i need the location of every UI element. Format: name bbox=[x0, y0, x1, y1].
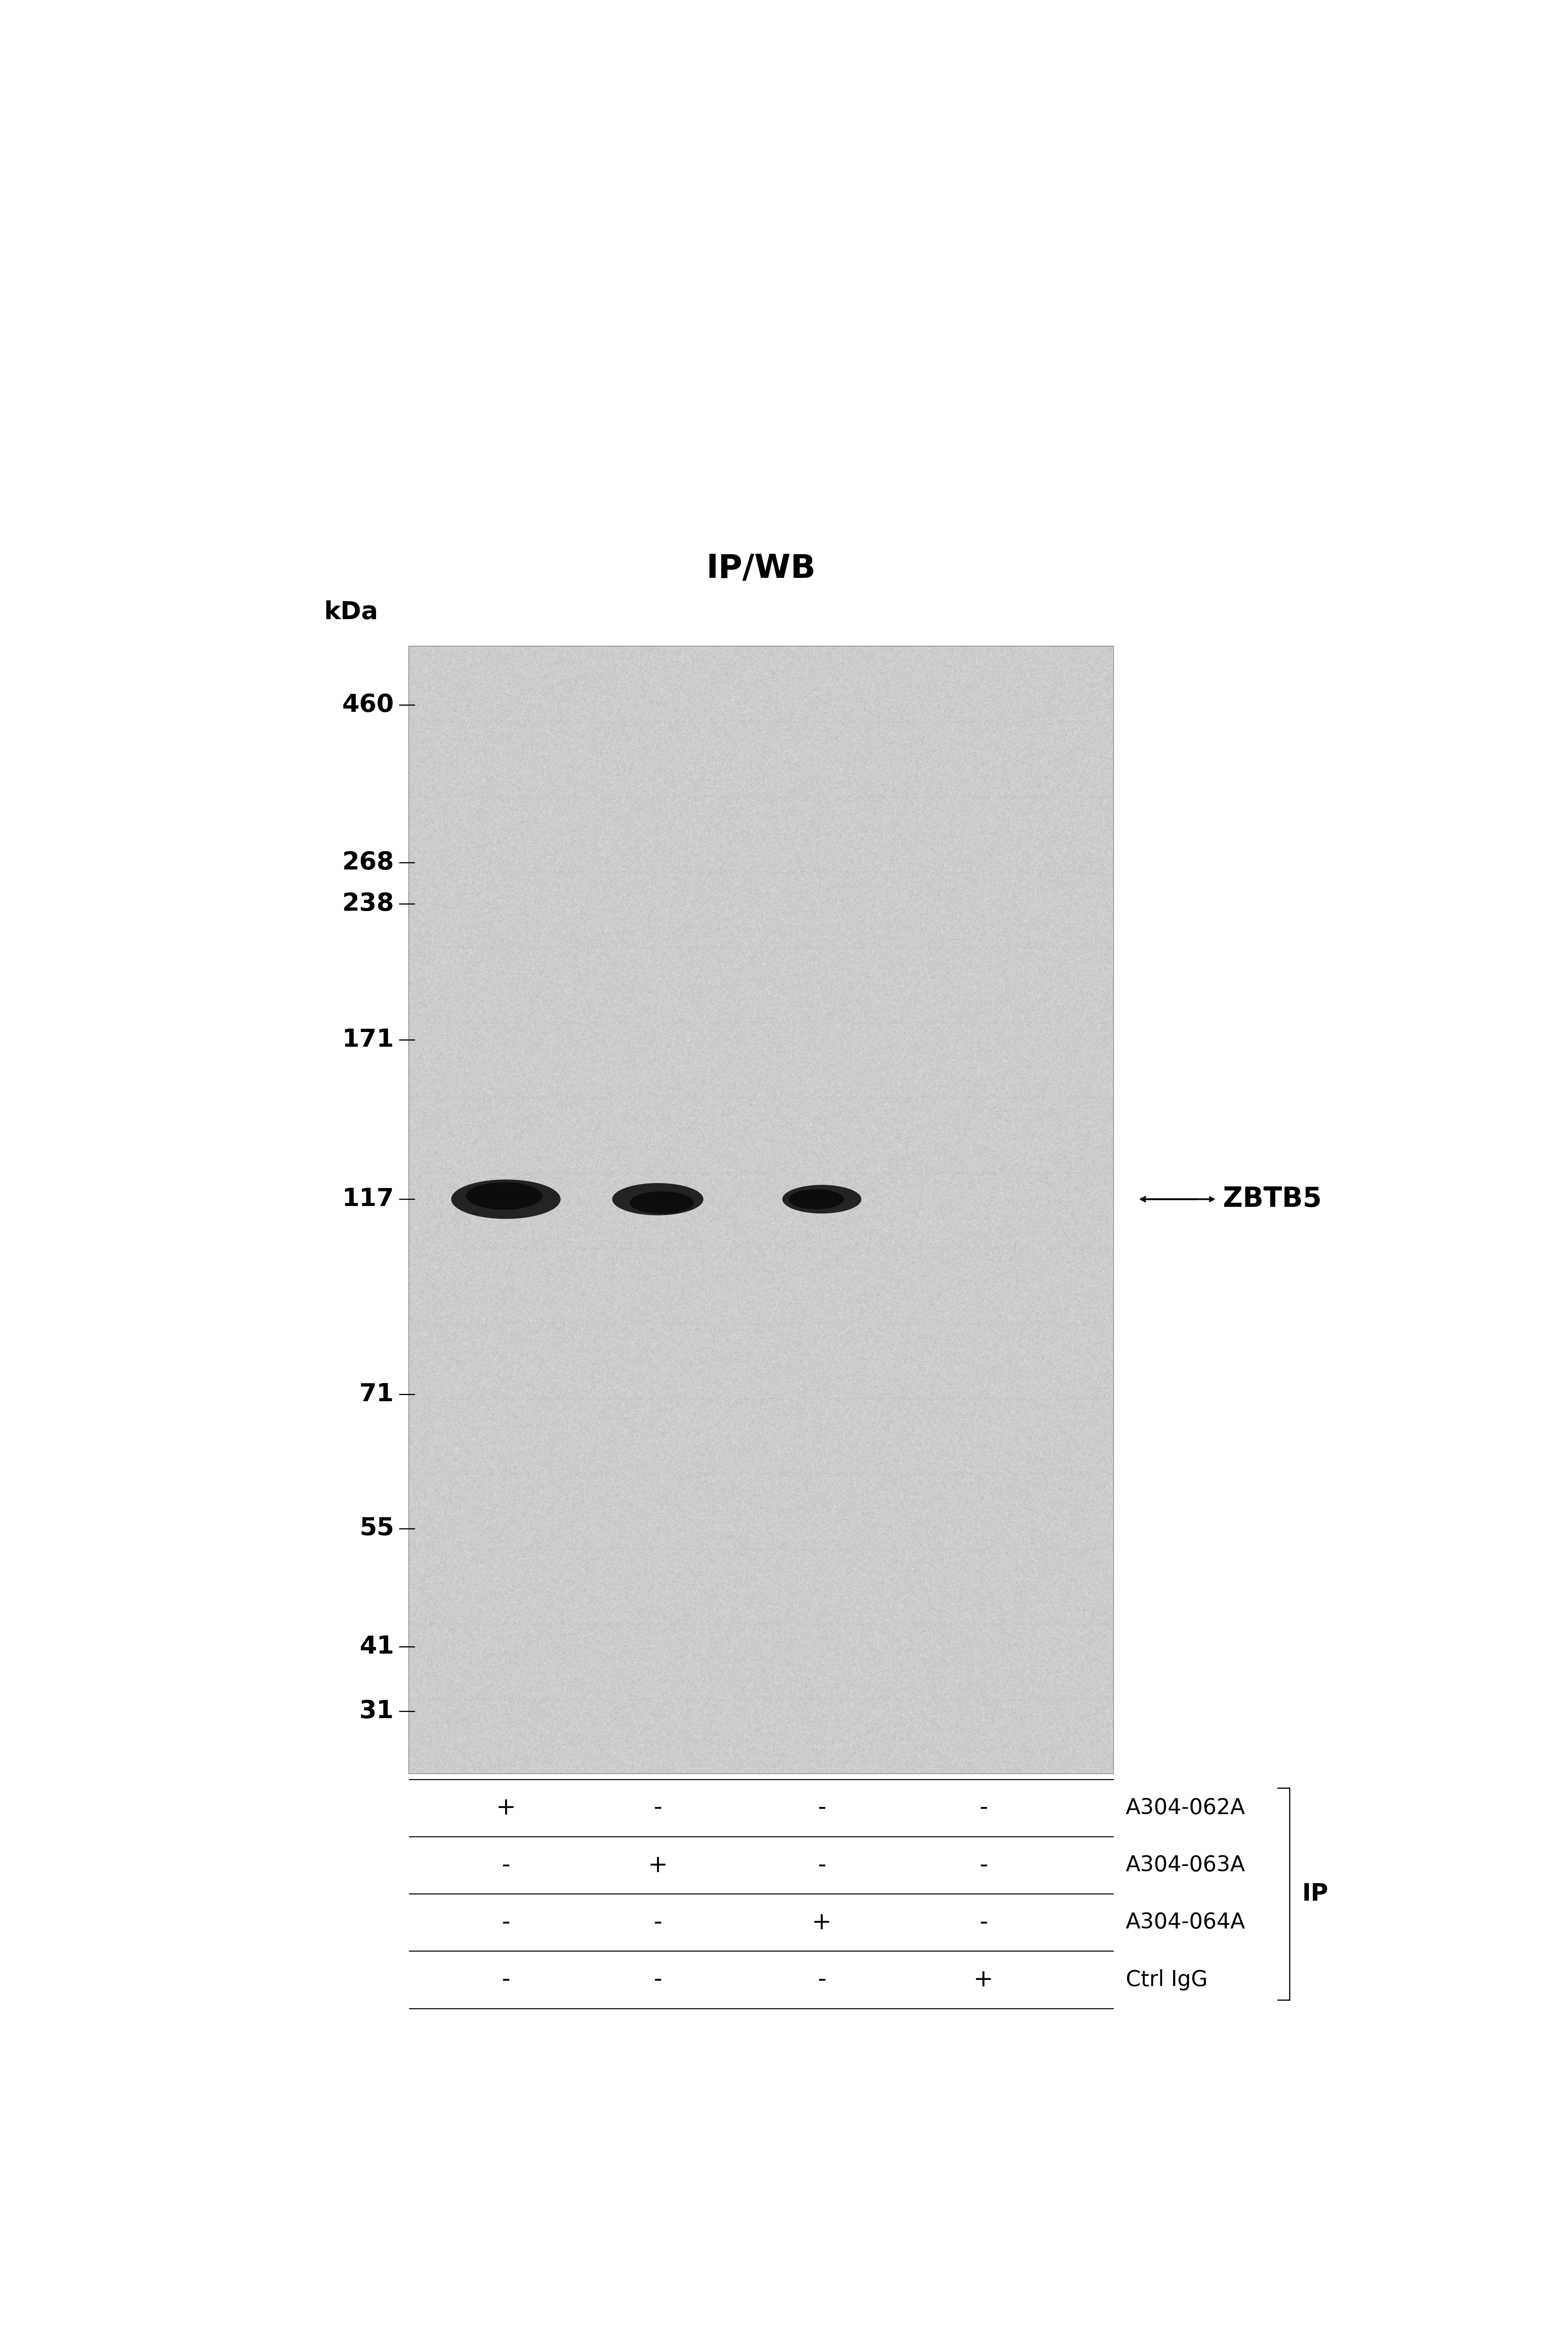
Text: IP/WB: IP/WB bbox=[706, 553, 815, 586]
Text: +: + bbox=[812, 1911, 831, 1934]
Text: 55: 55 bbox=[359, 1516, 394, 1541]
Bar bbox=[409, 646, 1113, 1774]
Text: Ctrl IgG: Ctrl IgG bbox=[1126, 1969, 1207, 1990]
Ellipse shape bbox=[612, 1183, 704, 1216]
Ellipse shape bbox=[466, 1181, 543, 1209]
Text: IP: IP bbox=[1301, 1883, 1328, 1906]
Text: -: - bbox=[978, 1853, 988, 1876]
Ellipse shape bbox=[452, 1179, 561, 1218]
Text: A304-063A: A304-063A bbox=[1126, 1855, 1245, 1876]
Text: +: + bbox=[495, 1797, 516, 1820]
Ellipse shape bbox=[782, 1186, 861, 1214]
Text: -: - bbox=[817, 1967, 826, 1993]
Text: 117: 117 bbox=[342, 1188, 394, 1211]
Text: 238: 238 bbox=[342, 893, 394, 916]
Text: ZBTB5: ZBTB5 bbox=[1223, 1186, 1322, 1214]
Text: A304-064A: A304-064A bbox=[1126, 1911, 1245, 1932]
Text: -: - bbox=[978, 1911, 988, 1934]
Text: 268: 268 bbox=[342, 851, 394, 874]
Ellipse shape bbox=[630, 1190, 693, 1214]
Text: -: - bbox=[978, 1797, 988, 1820]
Text: -: - bbox=[654, 1911, 662, 1934]
Ellipse shape bbox=[786, 1188, 858, 1204]
Text: -: - bbox=[502, 1853, 510, 1876]
Text: -: - bbox=[502, 1967, 510, 1993]
Text: -: - bbox=[654, 1967, 662, 1993]
Text: A304-062A: A304-062A bbox=[1126, 1797, 1245, 1818]
Ellipse shape bbox=[789, 1190, 844, 1209]
Text: +: + bbox=[974, 1967, 994, 1993]
Ellipse shape bbox=[456, 1186, 555, 1204]
Text: 171: 171 bbox=[342, 1028, 394, 1051]
Text: 31: 31 bbox=[359, 1700, 394, 1723]
Ellipse shape bbox=[616, 1188, 699, 1204]
Text: -: - bbox=[817, 1853, 826, 1876]
Text: 41: 41 bbox=[359, 1634, 394, 1658]
Text: -: - bbox=[502, 1911, 510, 1934]
Text: -: - bbox=[817, 1797, 826, 1820]
Text: -: - bbox=[654, 1797, 662, 1820]
Text: 71: 71 bbox=[359, 1383, 394, 1407]
Text: 460: 460 bbox=[342, 693, 394, 716]
Text: +: + bbox=[648, 1853, 668, 1876]
Text: kDa: kDa bbox=[325, 600, 378, 625]
